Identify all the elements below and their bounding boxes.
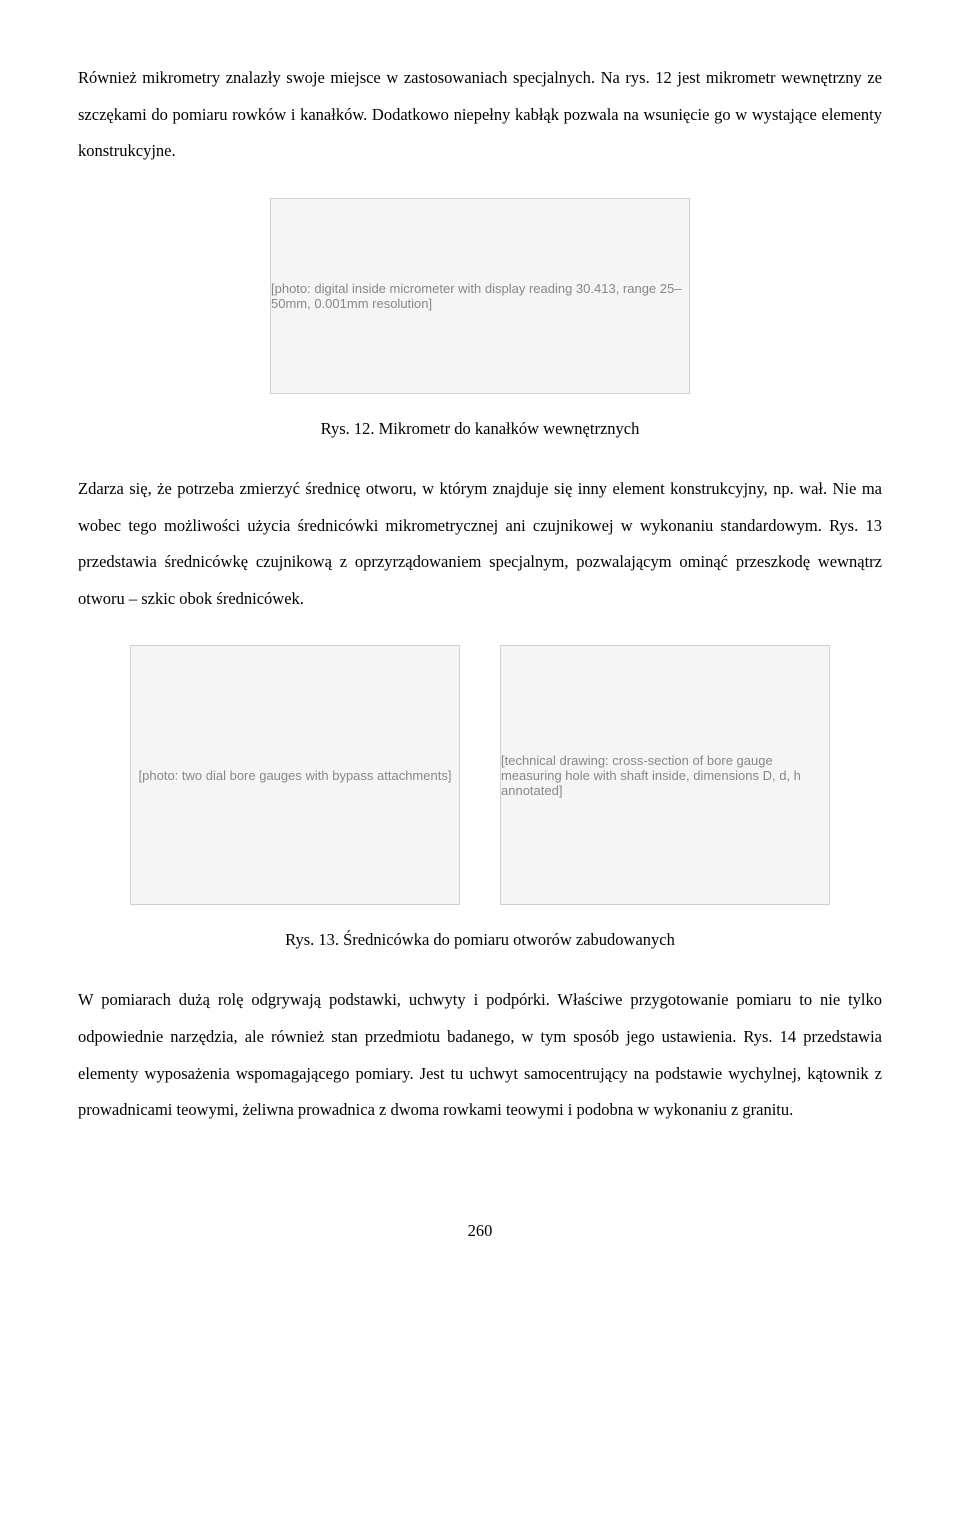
figure-12-caption: Rys. 12. Mikrometr do kanałków wewnętrzn… [78, 412, 882, 445]
figure-13-left-image: [photo: two dial bore gauges with bypass… [130, 645, 460, 905]
figure-13-container: [photo: two dial bore gauges with bypass… [78, 645, 882, 905]
paragraph-1: Również mikrometry znalazły swoje miejsc… [78, 60, 882, 170]
figure-12-container: [photo: digital inside micrometer with d… [78, 198, 882, 394]
figure-12-image: [photo: digital inside micrometer with d… [270, 198, 690, 394]
paragraph-2: Zdarza się, że potrzeba zmierzyć średnic… [78, 471, 882, 618]
figure-13-caption: Rys. 13. Średnicówka do pomiaru otworów … [78, 923, 882, 956]
page-number: 260 [78, 1221, 882, 1241]
figure-13-right-image: [technical drawing: cross-section of bor… [500, 645, 830, 905]
paragraph-3: W pomiarach dużą rolę odgrywają podstawk… [78, 982, 882, 1129]
